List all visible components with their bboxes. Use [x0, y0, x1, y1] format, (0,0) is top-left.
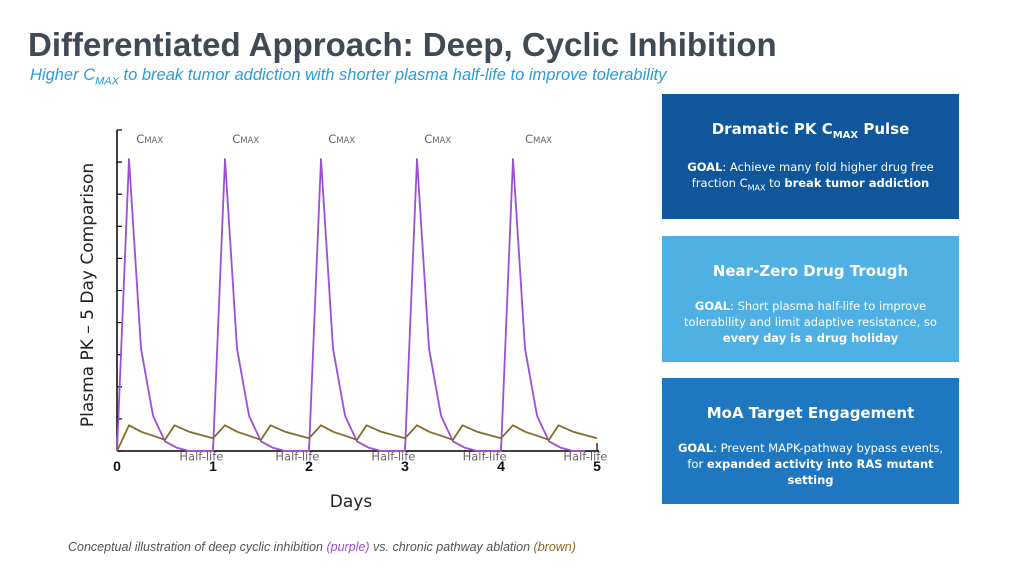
series-line-purple — [116, 157, 585, 452]
chart-series — [116, 157, 598, 452]
caption-purple: (purple) — [326, 540, 370, 554]
drug-trough-body-bold: every day is a drug holiday — [722, 331, 899, 345]
target-engagement-body-bold: expanded activity into RAS mutant settin… — [706, 457, 934, 487]
target-engagement-box: MoA Target Engagement GOAL: Prevent MAPK… — [662, 378, 959, 504]
pk-pulse-body-sub: MAX — [747, 183, 766, 193]
subtitle-pre: Higher C — [30, 66, 96, 84]
cmax-annotation: CMAX — [424, 132, 451, 146]
cmax-sub: MAX — [144, 136, 163, 146]
drug-trough-body-text: : Short plasma half-life to improve tole… — [684, 299, 937, 329]
target-engagement-title: MoA Target Engagement — [706, 404, 915, 422]
page-title: Differentiated Approach: Deep, Cyclic In… — [28, 26, 777, 63]
pk-pulse-title: Dramatic PK CMAX Pulse — [672, 120, 949, 141]
y-axis-title: Plasma PK – 5 Day Comparison — [78, 163, 98, 427]
cmax-annotation: CMAX — [136, 132, 163, 146]
half-life-annotation: Half-life — [463, 450, 507, 464]
x-tick-label: 2 — [305, 458, 313, 474]
half-life-annotation: Half-life — [179, 450, 223, 464]
x-tick-label: 5 — [593, 458, 601, 474]
pk-line-chart: 0 1 2 3 4 5 CMAX CMAX CMAX CMAX CMAX Half-life Half… — [78, 129, 607, 512]
pk-pulse-title-sub: MAX — [832, 130, 859, 141]
chart-ticks: 0 1 2 3 4 5 — [113, 458, 601, 474]
pk-pulse-body: GOAL: Achieve many fold higher drug free… — [672, 159, 949, 196]
pk-pulse-title-post: Pulse — [858, 120, 910, 138]
half-life-annotation: Half-life — [275, 450, 319, 464]
half-life-annotation: Half-life — [563, 450, 607, 464]
cmax-sub: MAX — [336, 136, 355, 146]
cmax-sub: MAX — [432, 136, 451, 146]
pk-pulse-body-bold: break tumor addiction — [784, 176, 930, 190]
x-tick-label: 4 — [497, 458, 505, 474]
target-engagement-body-text: : Prevent MAPK-pathway bypass events, fo… — [687, 441, 944, 471]
figure-caption: Conceptual illustration of deep cyclic i… — [68, 540, 576, 554]
chart-annotations: CMAX CMAX CMAX CMAX CMAX Half-life Half-life Ha… — [136, 132, 607, 464]
series-line-brown — [116, 424, 598, 452]
caption-pre: Conceptual illustration of deep cyclic i… — [68, 540, 327, 554]
x-axis-title: Days — [330, 492, 373, 512]
x-tick-label: 0 — [113, 458, 121, 474]
pk-pulse-box: Dramatic PK CMAX Pulse GOAL: Achieve man… — [662, 94, 959, 219]
half-life-annotation: Half-life — [371, 450, 415, 464]
pk-pulse-body-text: : Achieve many fold higher drug free fra… — [691, 160, 934, 190]
caption-mid: vs. chronic pathway ablation — [369, 540, 534, 554]
cmax-annotation: CMAX — [328, 132, 355, 146]
drug-trough-box: Near-Zero Drug Trough GOAL: Short plasma… — [662, 236, 959, 362]
goal-label: GOAL — [694, 299, 731, 313]
x-tick-label: 1 — [209, 458, 217, 474]
subtitle-sub: MAX — [95, 75, 119, 88]
x-tick-label: 3 — [401, 458, 409, 474]
cmax-sub: MAX — [240, 136, 259, 146]
chart-axes — [116, 129, 599, 452]
pk-pulse-title-pre: Dramatic PK C — [711, 120, 833, 138]
goal-label: GOAL — [687, 160, 723, 174]
target-engagement-body: GOAL: Prevent MAPK-pathway bypass events… — [672, 440, 949, 488]
drug-trough-body: GOAL: Short plasma half-life to improve … — [672, 298, 949, 346]
caption-brown: (brown) — [533, 540, 576, 554]
pk-pulse-body-text2: to — [765, 176, 785, 190]
cmax-annotation: CMAX — [232, 132, 259, 146]
cmax-sub: MAX — [533, 136, 552, 146]
drug-trough-title: Near-Zero Drug Trough — [712, 262, 909, 280]
page-subtitle: Higher CMAX to break tumor addiction wit… — [30, 66, 666, 87]
subtitle-post: to break tumor addiction with shorter pl… — [118, 66, 667, 84]
cmax-annotation: CMAX — [525, 132, 552, 146]
goal-label: GOAL — [677, 441, 714, 455]
